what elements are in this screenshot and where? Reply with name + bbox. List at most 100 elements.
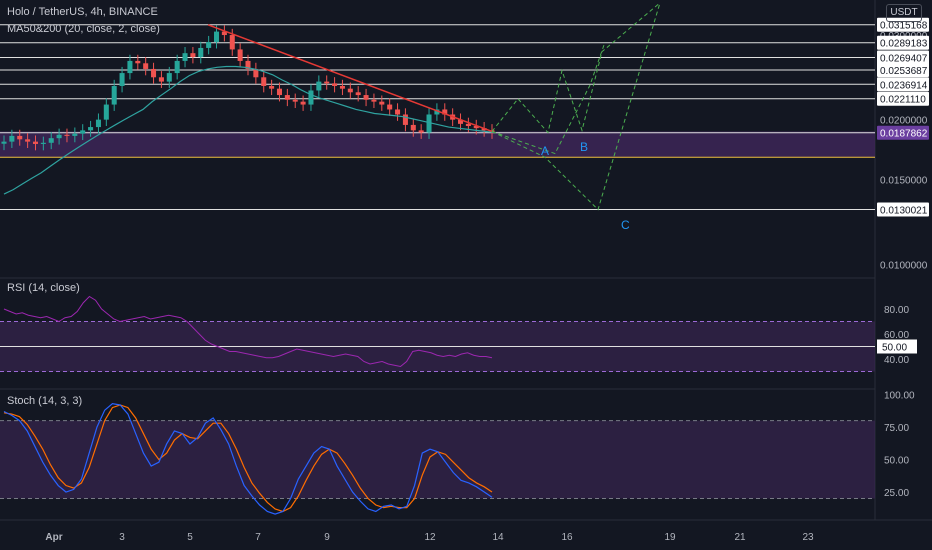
stoch-tick-label: 50.00 (884, 456, 909, 467)
candle-body (465, 123, 471, 127)
candle-body (135, 60, 141, 64)
candle-body (64, 134, 70, 136)
rsi-current-label: 50.00 (882, 343, 907, 354)
scenario-label-b: B (580, 140, 588, 154)
candle-body (237, 49, 243, 61)
candle-body (48, 138, 54, 143)
candle-body (308, 90, 314, 105)
price-level-label: 0.0269407 (880, 53, 928, 64)
candle-body (182, 53, 188, 61)
stoch-k-line (3, 403, 493, 515)
candle-body (88, 127, 94, 131)
candle-body (190, 53, 196, 58)
ma-line (3, 65, 496, 195)
candle-body (402, 114, 408, 125)
stoch-d-line (3, 404, 493, 513)
candle-body (25, 139, 31, 142)
price-label-box (877, 50, 929, 65)
time-tick-label: 12 (424, 532, 436, 543)
candle-body (72, 133, 78, 136)
candle-body (355, 92, 361, 96)
candle-body (324, 81, 330, 84)
symbol-legend[interactable]: Holo / TetherUS, 4h, BINANCE (7, 6, 158, 18)
candle-body (221, 31, 227, 36)
candle-body (410, 124, 416, 131)
time-tick-label: 23 (802, 532, 814, 543)
stoch-band (0, 420, 875, 499)
candle-body (174, 60, 180, 74)
price-level-label: 0.0315168 (880, 21, 928, 32)
rsi-line (3, 295, 493, 368)
candle-body (387, 104, 393, 110)
candle-body (316, 81, 322, 91)
candle-body (229, 35, 235, 50)
candle-body (426, 114, 432, 133)
candle-body (379, 101, 385, 105)
time-tick-label: 9 (324, 532, 330, 543)
price-tick-label: 0.0150000 (880, 176, 928, 187)
rsi-tick-label: 60.00 (884, 330, 909, 341)
price-label-box (877, 125, 929, 140)
candle-body (457, 119, 464, 124)
candle-body (332, 83, 338, 86)
scenario-path-A (491, 2, 661, 134)
candle-body (213, 31, 220, 43)
price-level-label: 0.0130021 (880, 206, 928, 217)
price-level-label: 0.0253687 (880, 66, 928, 77)
candle-body (284, 95, 290, 100)
rsi-current-box (877, 339, 917, 354)
candle-body (292, 99, 298, 102)
candle-body (56, 134, 62, 139)
scenario-path-C (491, 2, 661, 211)
candle-body (17, 135, 23, 140)
candle-body (143, 63, 149, 69)
rsi-tick-label: 80.00 (884, 305, 909, 316)
scenario-path-B (491, 41, 606, 155)
time-tick-label: Apr (45, 532, 62, 543)
price-level-label: 0.0289183 (880, 39, 928, 50)
trendline (207, 24, 493, 133)
rsi-legend[interactable]: RSI (14, close) (7, 282, 80, 294)
candle-body (1, 141, 7, 144)
candle-body (434, 109, 440, 115)
candle-body (253, 68, 259, 78)
candle-body (198, 47, 204, 58)
price-label-box (877, 202, 929, 217)
currency-button[interactable]: USDT (886, 4, 922, 22)
price-label-box (877, 91, 929, 106)
candle-body (151, 68, 157, 78)
scenario-label-c: C (621, 218, 630, 232)
candle-body (442, 109, 448, 115)
candle-body (371, 99, 377, 102)
time-tick-label: 3 (119, 532, 125, 543)
stoch-legend[interactable]: Stoch (14, 3, 3) (7, 395, 83, 407)
stoch-tick-label: 25.00 (884, 488, 909, 499)
candle-body (276, 88, 283, 96)
time-tick-label: 16 (561, 532, 573, 543)
time-tick-label: 21 (734, 532, 746, 543)
candle-body (119, 73, 125, 86)
candle-body (111, 85, 117, 105)
rsi-tick-label: 40.00 (884, 355, 909, 366)
candle-body (473, 126, 479, 129)
price-tick-label: 0.0100000 (880, 260, 928, 271)
candle-body (9, 135, 15, 142)
support-zone (0, 131, 875, 158)
price-tick-label: 0.0200000 (880, 116, 928, 127)
price-label-box (877, 77, 929, 92)
candle-body (158, 77, 164, 82)
ma-legend[interactable]: MA50&200 (20, close, 2, close) (7, 23, 160, 35)
scenario-label-a: A (541, 144, 549, 158)
candle-body (127, 60, 133, 74)
time-tick-label: 7 (255, 532, 261, 543)
candle-body (339, 85, 345, 89)
candle-body (95, 119, 101, 128)
time-tick-label: 19 (664, 532, 676, 543)
stoch-tick-label: 100.00 (884, 391, 915, 402)
candle-body (395, 109, 401, 115)
time-tick-label: 5 (187, 532, 193, 543)
candle-body (32, 141, 39, 144)
price-level-label: 0.0187862 (880, 129, 928, 140)
candle-body (103, 104, 109, 120)
